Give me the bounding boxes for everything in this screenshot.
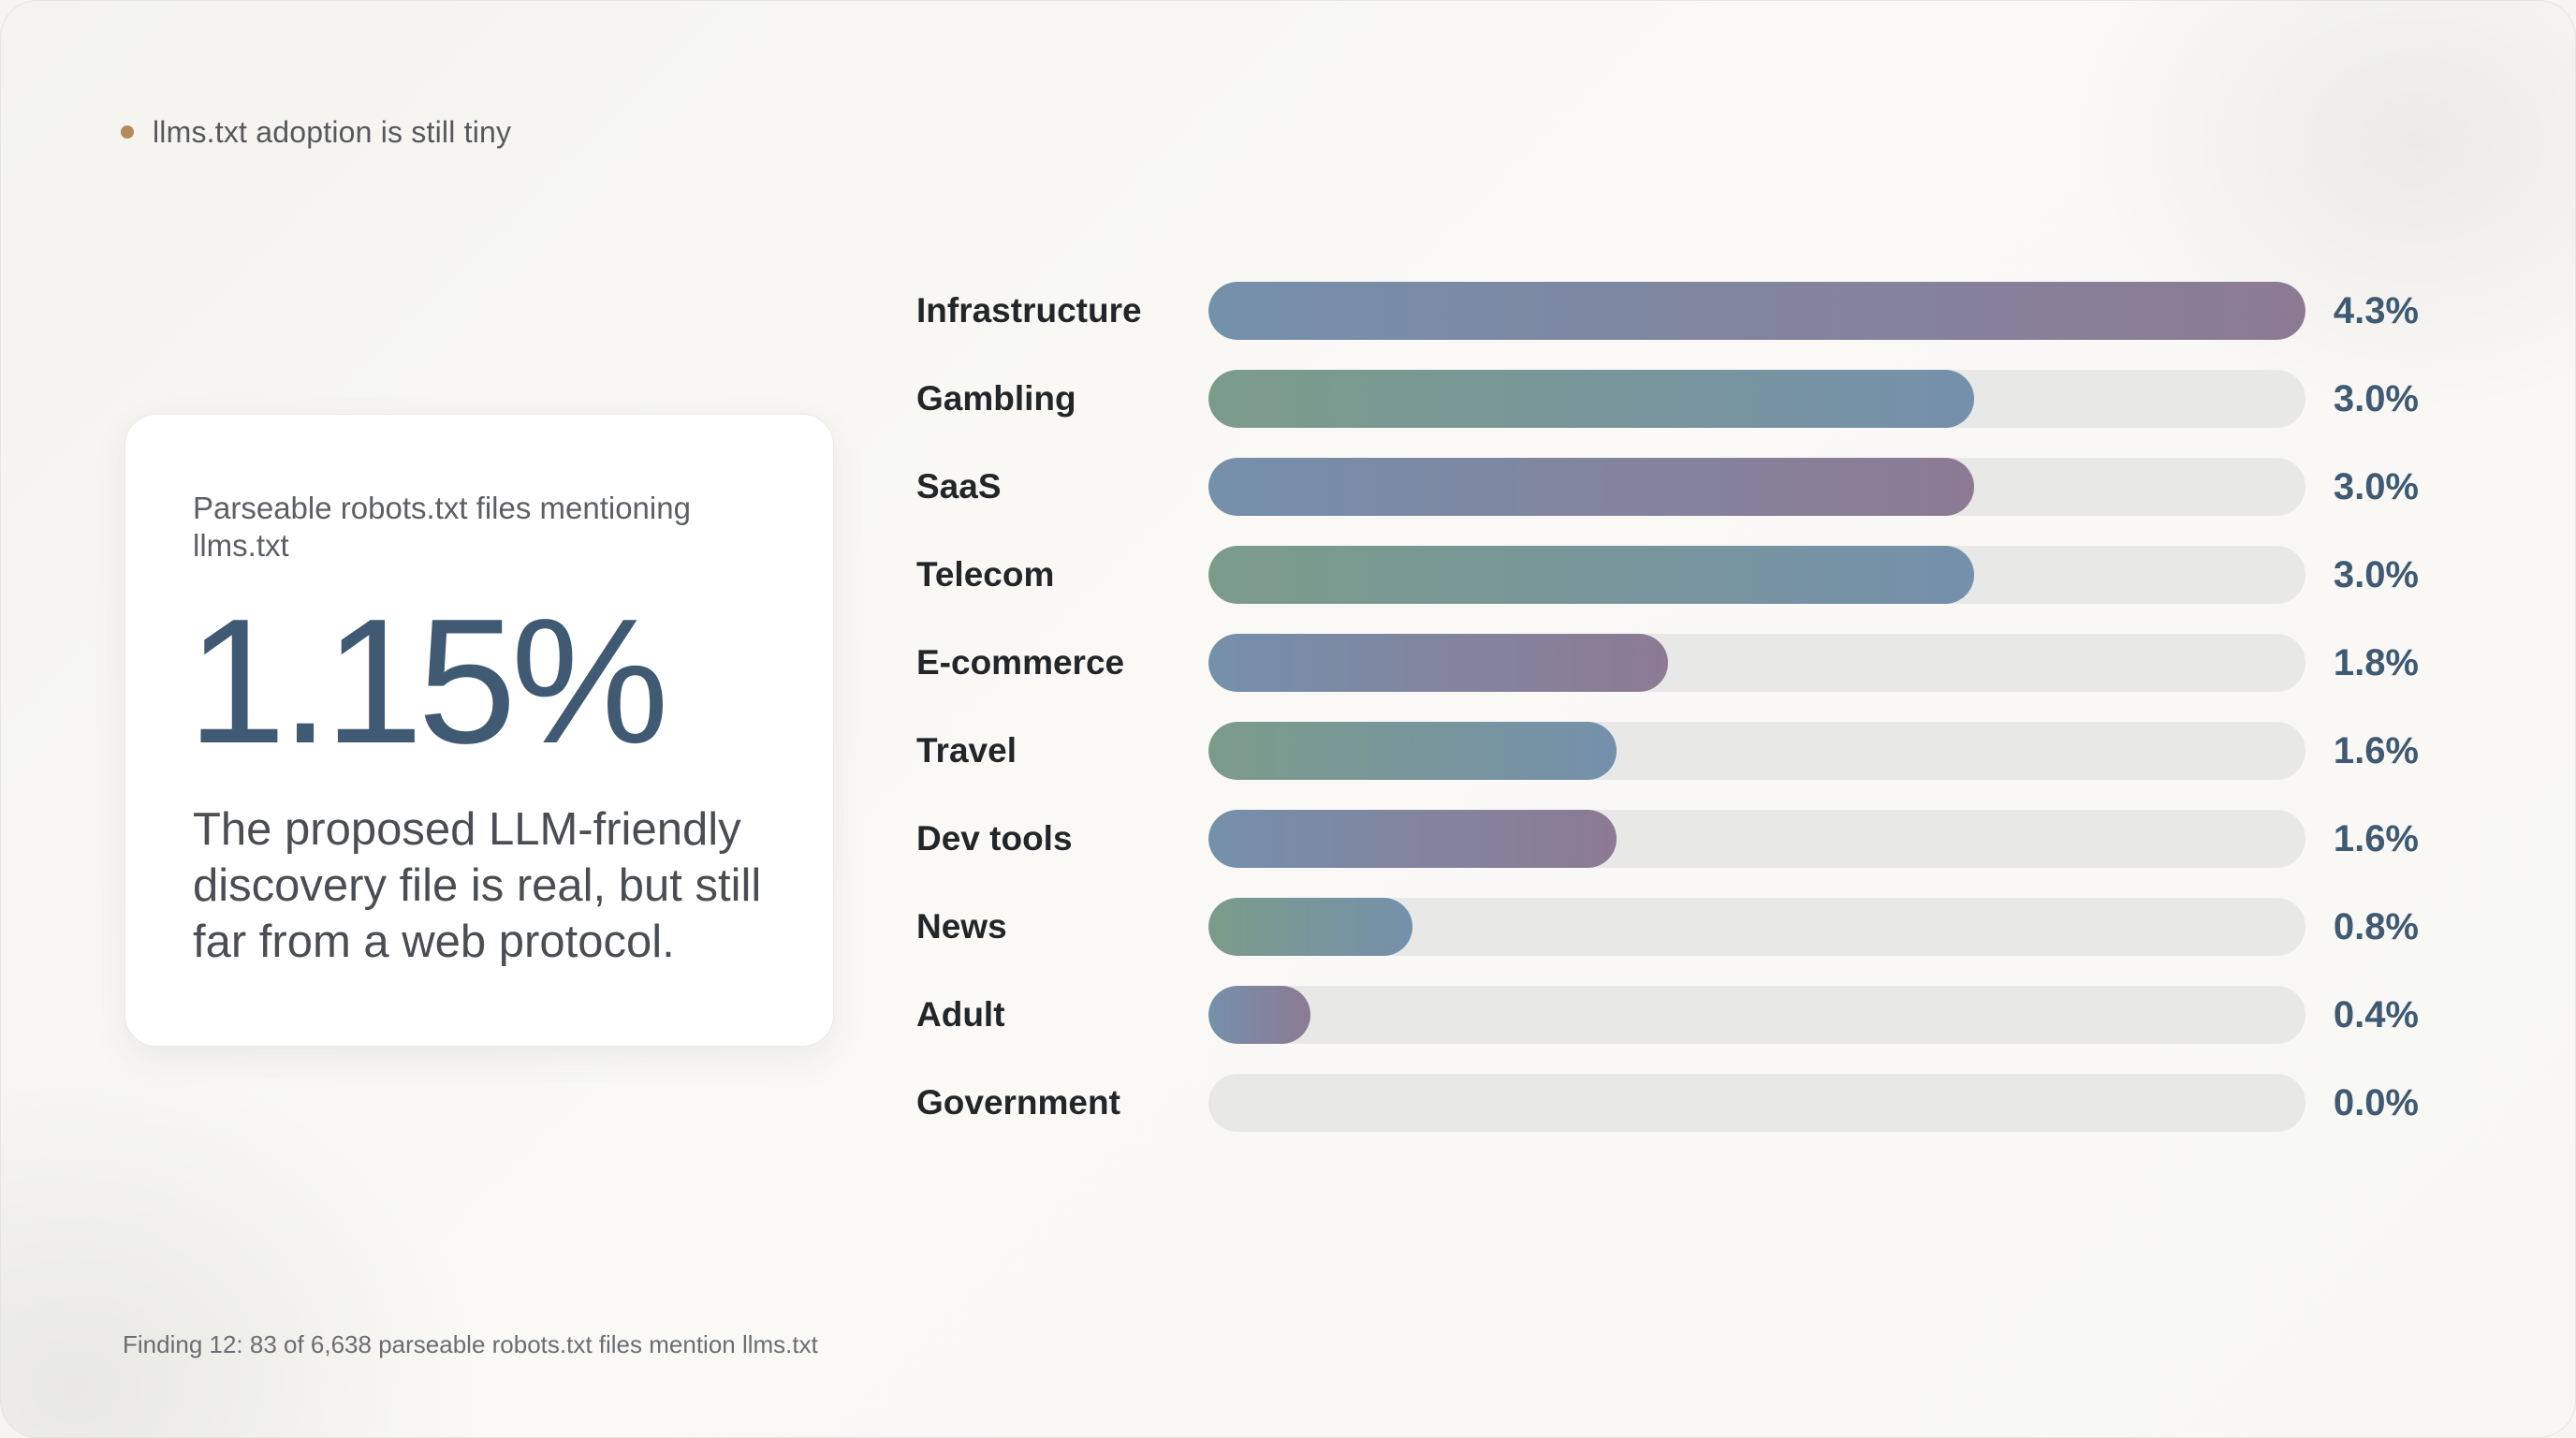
- category-label: Adult: [916, 995, 1005, 1034]
- eyebrow: llms.txt adoption is still tiny: [121, 111, 511, 153]
- category-label: Infrastructure: [916, 291, 1142, 330]
- bar-row: News 0.8%: [900, 898, 2491, 956]
- bar-track: [1208, 370, 2305, 428]
- stat-card: Parseable robots.txt files mentioning ll…: [124, 414, 834, 1047]
- eyebrow-text: llms.txt adoption is still tiny: [153, 114, 512, 149]
- value-label: 1.6%: [2333, 730, 2419, 771]
- bar-fill: [1208, 898, 1413, 956]
- value-label: 1.6%: [2333, 818, 2419, 859]
- bar-fill: [1208, 370, 1974, 428]
- value-label: 3.0%: [2333, 378, 2419, 419]
- category-label: Telecom: [916, 555, 1055, 594]
- value-label: 1.8%: [2333, 642, 2419, 683]
- category-label: SaaS: [916, 467, 1002, 506]
- bar-track: [1208, 546, 2305, 604]
- category-label: Travel: [916, 731, 1017, 770]
- category-label: News: [916, 907, 1007, 946]
- stat-value: 1.15%: [187, 582, 669, 781]
- bar-track: [1208, 1074, 2305, 1132]
- bar-track: [1208, 722, 2305, 780]
- category-label: E-commerce: [916, 643, 1125, 682]
- value-label: 4.3%: [2333, 290, 2419, 331]
- bar-fill: [1208, 282, 2305, 340]
- bar-fill: [1208, 986, 1311, 1044]
- stat-description: The proposed LLM-friendly discovery file…: [193, 804, 762, 967]
- category-label: Dev tools: [916, 819, 1073, 858]
- bar-fill: [1208, 546, 1974, 604]
- bar-row: E-commerce 1.8%: [900, 634, 2491, 692]
- bar-row: Infrastructure 4.3%: [900, 282, 2491, 340]
- bar-fill: [1208, 722, 1617, 780]
- footer-note: Finding 12: 83 of 6,638 parseable robots…: [123, 1330, 818, 1358]
- bar-track: [1208, 282, 2305, 340]
- bar-row: Gambling 3.0%: [900, 370, 2491, 428]
- bar-fill: [1208, 634, 1668, 692]
- bar-row: Adult 0.4%: [900, 986, 2491, 1044]
- bar-row: Dev tools 1.6%: [900, 810, 2491, 868]
- bar-row: Travel 1.6%: [900, 722, 2491, 780]
- bullet-dot-icon: [121, 125, 134, 139]
- bar-fill: [1208, 458, 1974, 516]
- bar-track: [1208, 898, 2305, 956]
- category-label: Government: [916, 1083, 1120, 1122]
- category-label: Gambling: [916, 379, 1076, 418]
- value-label: 0.0%: [2333, 1082, 2419, 1123]
- stat-label: Parseable robots.txt files mentioning ll…: [193, 491, 691, 563]
- bar-row: Telecom 3.0%: [900, 546, 2491, 604]
- value-label: 0.8%: [2333, 906, 2419, 947]
- bar-row: Government 0.0%: [900, 1074, 2491, 1132]
- value-label: 3.0%: [2333, 466, 2419, 507]
- bar-chart: Infrastructure 4.3% Gambling 3.0% SaaS 3.0% Te…: [900, 282, 2491, 1181]
- bar-track: [1208, 810, 2305, 868]
- value-label: 3.0%: [2333, 554, 2419, 595]
- bar-row: SaaS 3.0%: [900, 458, 2491, 516]
- value-label: 0.4%: [2333, 994, 2419, 1035]
- bar-fill: [1208, 810, 1617, 868]
- bar-track: [1208, 986, 2305, 1044]
- bar-track: [1208, 458, 2305, 516]
- bar-track: [1208, 634, 2305, 692]
